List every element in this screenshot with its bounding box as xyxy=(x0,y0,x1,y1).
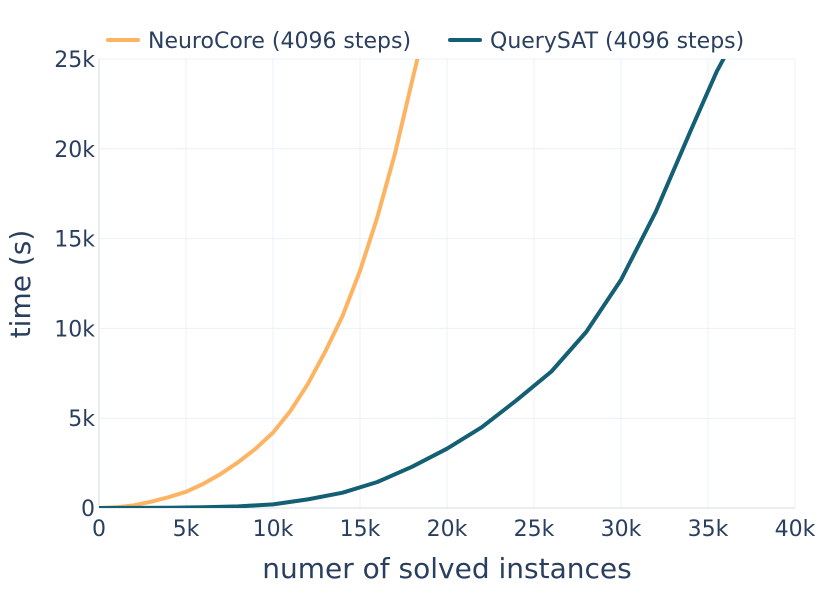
legend[interactable]: NeuroCore (4096 steps) QuerySAT (4096 ste… xyxy=(106,29,744,54)
x-tick-label: 35k xyxy=(688,517,729,542)
y-axis-title: time (s) xyxy=(4,230,37,339)
x-tick-label: 30k xyxy=(601,517,642,542)
series-line-neurocore xyxy=(99,59,420,508)
x-tick-label: 15k xyxy=(340,517,381,542)
y-tick-label: 25k xyxy=(54,48,95,73)
x-tick-label: 0 xyxy=(92,517,106,542)
y-tick-label: 15k xyxy=(54,228,95,253)
legend-label: NeuroCore (4096 steps) xyxy=(148,29,411,54)
series-line-querysat xyxy=(99,59,726,508)
y-tick-label: 10k xyxy=(54,317,95,342)
x-tick-label: 20k xyxy=(427,517,468,542)
x-tick-label: 10k xyxy=(253,517,294,542)
x-tick-label: 25k xyxy=(514,517,555,542)
legend-item-querysat[interactable]: QuerySAT (4096 steps) xyxy=(448,29,744,54)
x-tick-label: 40k xyxy=(775,517,816,542)
y-tick-label: 5k xyxy=(68,407,95,432)
y-tick-label: 20k xyxy=(54,138,95,163)
y-tick-label: 0 xyxy=(81,497,95,522)
x-tick-label: 5k xyxy=(173,517,200,542)
series-layer xyxy=(99,59,726,508)
x-axis-title: numer of solved instances xyxy=(262,552,631,585)
legend-item-neurocore[interactable]: NeuroCore (4096 steps) xyxy=(106,29,411,54)
tick-labels: 0 5k 10k 15k 20k 25k 30k 35k 40k 0 5k 10k 15k 20k 25k xyxy=(54,48,815,542)
legend-label: QuerySAT (4096 steps) xyxy=(490,29,744,54)
